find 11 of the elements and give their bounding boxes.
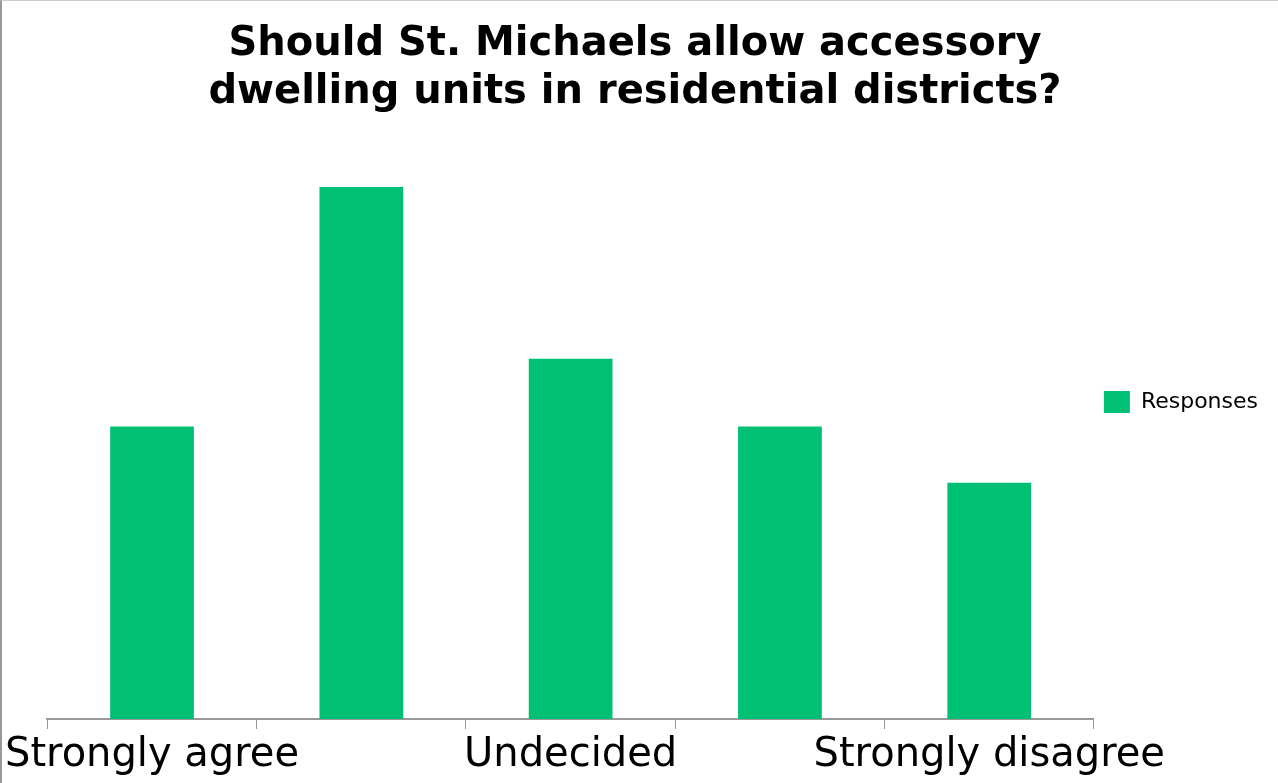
text: dwelling units in residential districts? [208,66,1062,113]
legend-label: Responses [1140,387,1258,413]
text: Should St. Michaels allow accessory [228,18,1042,65]
bar [110,426,194,719]
x-tick-label: Undecided [464,729,678,776]
bar [947,482,1032,719]
x-tick-label: Strongly disagree [813,729,1165,776]
bar [528,358,613,719]
x-tick-label: Strongly agree [5,729,300,776]
bar [319,187,404,719]
bar [738,426,822,719]
